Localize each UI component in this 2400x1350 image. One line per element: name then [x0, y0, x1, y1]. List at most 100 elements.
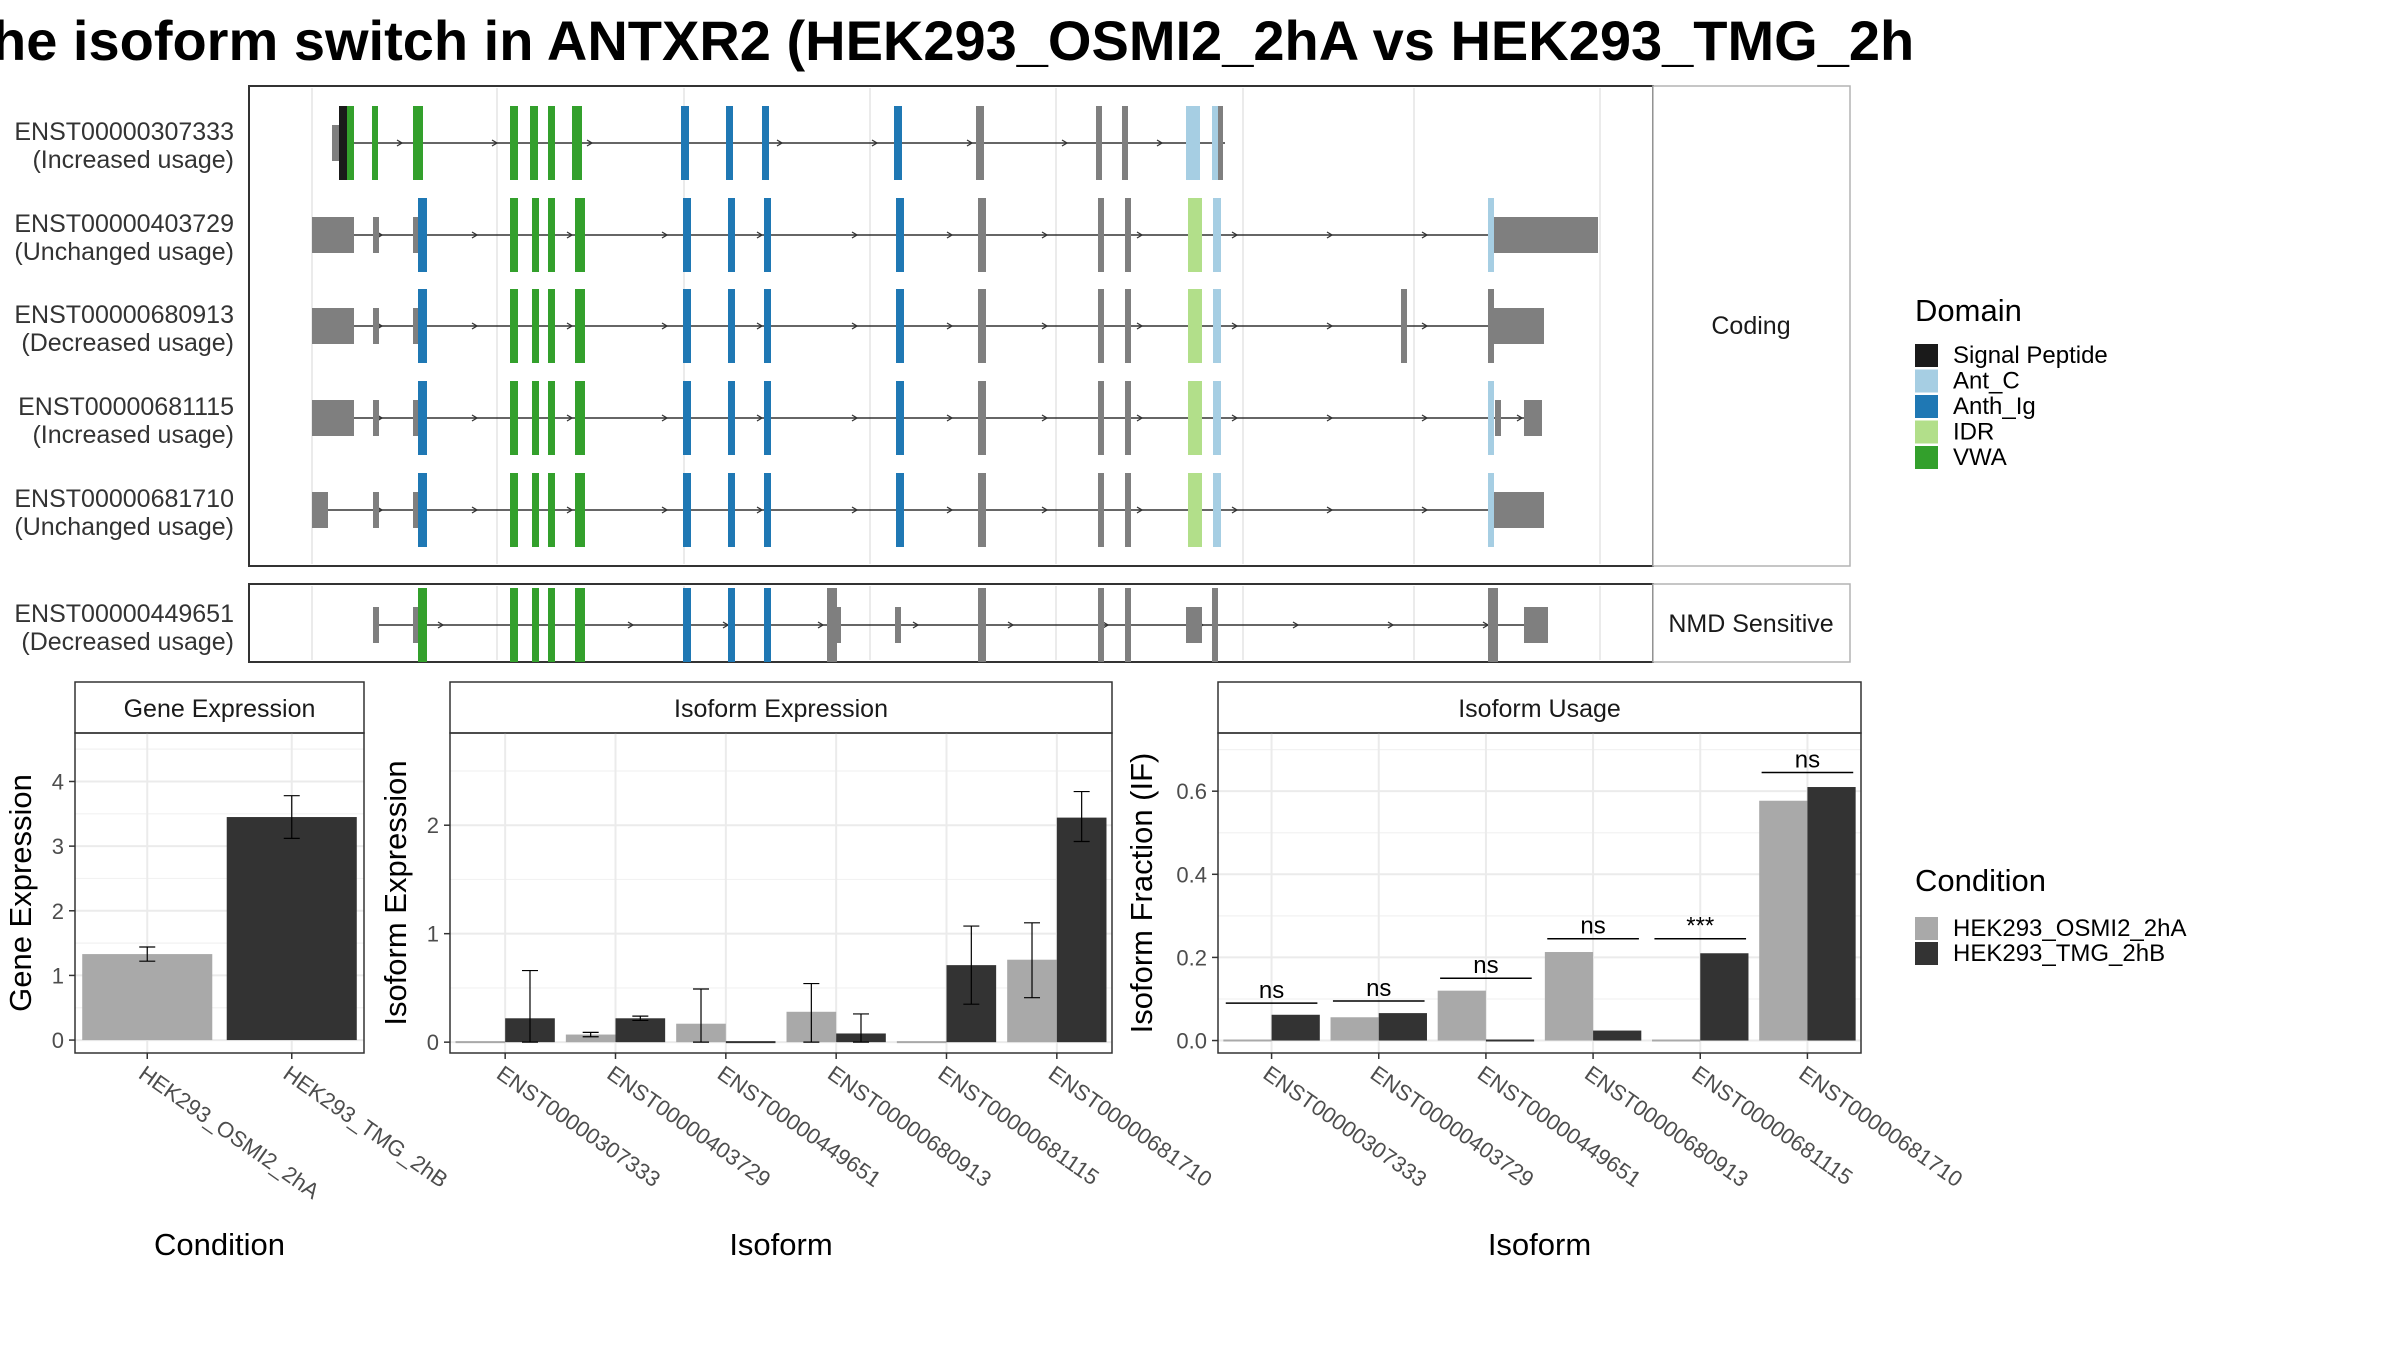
exon-domain: [532, 289, 539, 363]
y-tick-label: 0.6: [1176, 779, 1207, 804]
transcript-tracks: [312, 106, 1598, 662]
exon-domain: [1488, 198, 1494, 272]
exon-domain: [575, 473, 585, 547]
strand-arrow: [627, 621, 635, 629]
exon-domain: [896, 289, 904, 363]
exon-domain: [575, 588, 585, 662]
bar-tmg: [1807, 787, 1856, 1041]
panel-frame: [74, 732, 365, 1054]
strand-arrow: [1231, 322, 1239, 330]
strand-arrow: [1516, 414, 1524, 422]
exon-domain: [894, 106, 902, 180]
bar-tmg: [1700, 953, 1749, 1041]
transcript-id-label: ENST00000681710: [14, 485, 234, 513]
exon-domain: [1213, 473, 1221, 547]
bar-osmi2: [1437, 990, 1486, 1041]
exon-domain: [575, 198, 585, 272]
exon-domain: [575, 289, 585, 363]
transcript-track-ENST00000307333: [332, 106, 1225, 180]
transcript-usage-label: (Decreased usage): [21, 628, 234, 656]
bar-gene-expression: [82, 954, 213, 1041]
domain-legend-swatch: [1915, 446, 1938, 469]
exon-domain: [1213, 198, 1221, 272]
exon: [1125, 381, 1131, 455]
strand-arrow: [966, 139, 974, 147]
exon: [1488, 588, 1498, 662]
exon-domain: [683, 381, 691, 455]
exon: [1218, 106, 1223, 180]
transcript-usage-label: (Increased usage): [32, 146, 234, 174]
exon-domain: [1213, 381, 1221, 455]
exon: [312, 400, 354, 436]
exon: [1098, 289, 1104, 363]
strand-arrow: [396, 139, 404, 147]
exon-domain: [532, 473, 539, 547]
exon-domain: [728, 381, 735, 455]
exon-domain: [510, 473, 518, 547]
strand-arrow: [1041, 322, 1049, 330]
exon-domain: [532, 588, 539, 662]
exon-domain: [418, 289, 427, 363]
exon-domain: [896, 473, 904, 547]
exon-domain: [1488, 381, 1494, 455]
bar-tmg: [1378, 1013, 1427, 1041]
strand-arrow: [586, 139, 594, 147]
exon-domain: [1186, 106, 1200, 180]
exon-domain: [683, 473, 691, 547]
strand-arrow: [1387, 621, 1395, 629]
exon-domain: [510, 289, 518, 363]
exon-domain: [548, 473, 555, 547]
exon: [1494, 217, 1598, 253]
strand-arrow: [471, 506, 479, 514]
bar-tmg: [615, 1018, 666, 1043]
bar-gene-expression: [226, 817, 357, 1041]
strand-arrow: [1136, 506, 1144, 514]
y-tick-label: 0.2: [1176, 945, 1207, 970]
exon-domain: [532, 198, 539, 272]
condition-legend-label: HEK293_OSMI2_2hA: [1953, 915, 2186, 942]
strand-arrow: [471, 231, 479, 239]
exon: [1524, 607, 1548, 643]
domain-legend-swatch: [1915, 344, 1938, 367]
condition-legend-title: Condition: [1915, 863, 2046, 898]
exon-domain: [575, 381, 585, 455]
exon-domain: [1188, 381, 1202, 455]
exon: [978, 289, 986, 363]
condition-legend-swatch: [1915, 942, 1938, 965]
panel-title: Isoform Expression: [674, 695, 888, 723]
significance-label: ns: [1795, 746, 1820, 773]
nmd-panel-frame: [248, 583, 1654, 663]
exon: [1495, 400, 1501, 436]
strand-arrow: [1041, 414, 1049, 422]
strand-arrow: [1136, 231, 1144, 239]
exon-domain: [418, 588, 427, 662]
x-axis-title: Isoform: [729, 1227, 832, 1262]
facet-label-coding: Coding: [1711, 312, 1790, 340]
domain-legend-swatch: [1915, 395, 1938, 418]
strand-arrow: [756, 506, 764, 514]
strand-arrow: [1102, 621, 1110, 629]
strand-arrow: [817, 621, 825, 629]
strand-arrow: [1326, 414, 1334, 422]
strand-arrow: [946, 322, 954, 330]
strand-arrow: [1231, 414, 1239, 422]
strand-arrow: [1326, 322, 1334, 330]
domain-legend-label: Anth_Ig: [1953, 393, 2036, 420]
bar-osmi2: [1759, 800, 1808, 1041]
bar-osmi2: [565, 1034, 616, 1043]
strand-arrow: [1326, 231, 1334, 239]
exon: [895, 607, 901, 643]
strand-arrow: [661, 231, 669, 239]
strand-arrow: [471, 414, 479, 422]
transcript-id-label: ENST00000403729: [14, 210, 234, 238]
strand-arrow: [851, 414, 859, 422]
exon-domain: [372, 106, 378, 180]
strand-arrow: [1292, 621, 1300, 629]
exon: [978, 473, 986, 547]
domain-legend-label: VWA: [1953, 444, 2007, 471]
exon: [837, 607, 841, 643]
exon-domain: [572, 106, 582, 180]
exon: [976, 106, 984, 180]
